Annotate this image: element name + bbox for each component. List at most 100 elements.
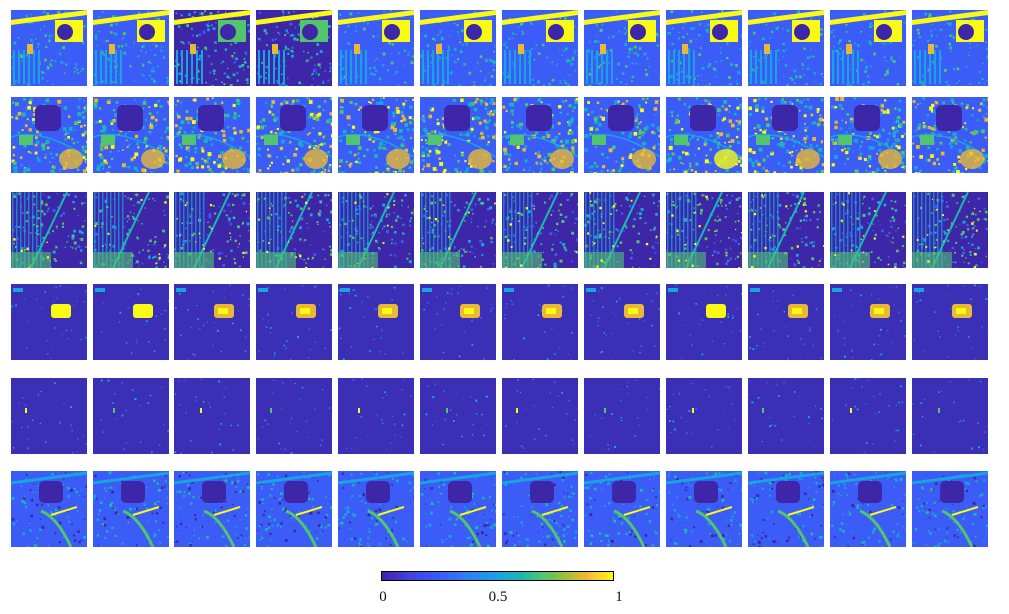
abundance-map-image (584, 10, 660, 86)
abundance-map-image (502, 284, 578, 360)
abundance-map-tile (256, 378, 332, 454)
abundance-map-tile (830, 471, 906, 547)
abundance-map-tile (256, 192, 332, 268)
abundance-map-tile (256, 97, 332, 173)
abundance-map-image (666, 97, 742, 173)
abundance-map-tile (912, 192, 988, 268)
abundance-map-image (666, 192, 742, 268)
colorbar (381, 571, 614, 581)
abundance-map-image (338, 192, 414, 268)
abundance-map-tile (174, 10, 250, 86)
abundance-map-tile (666, 10, 742, 86)
abundance-map-image (502, 10, 578, 86)
abundance-map-tile (830, 10, 906, 86)
abundance-map-image (666, 378, 742, 454)
abundance-map-image (338, 10, 414, 86)
abundance-map-image (11, 192, 87, 268)
abundance-map-tile (11, 97, 87, 173)
abundance-map-tile (912, 378, 988, 454)
abundance-map-tile (420, 284, 496, 360)
abundance-map-tile (256, 471, 332, 547)
abundance-map-tile (174, 378, 250, 454)
abundance-map-tile (256, 10, 332, 86)
abundance-map-tile (11, 10, 87, 86)
abundance-map-image (420, 378, 496, 454)
abundance-map-tile (666, 471, 742, 547)
abundance-map-tile (420, 378, 496, 454)
abundance-map-tile (11, 284, 87, 360)
abundance-map-image (11, 10, 87, 86)
abundance-map-image (420, 97, 496, 173)
abundance-map-image (666, 10, 742, 86)
abundance-map-tile (420, 192, 496, 268)
abundance-map-image (93, 378, 169, 454)
abundance-map-image (912, 192, 988, 268)
abundance-map-image (912, 10, 988, 86)
abundance-map-image (584, 471, 660, 547)
abundance-map-tile (502, 378, 578, 454)
abundance-map-tile (748, 471, 824, 547)
abundance-map-image (748, 97, 824, 173)
abundance-map-tile (748, 284, 824, 360)
abundance-map-image (748, 284, 824, 360)
abundance-map-tile (830, 284, 906, 360)
abundance-map-tile (93, 192, 169, 268)
abundance-map-image (256, 97, 332, 173)
abundance-map-image (256, 192, 332, 268)
abundance-map-image (93, 192, 169, 268)
abundance-map-tile (912, 471, 988, 547)
abundance-map-image (666, 284, 742, 360)
abundance-map-tile (584, 284, 660, 360)
abundance-map-image (420, 471, 496, 547)
abundance-map-tile (830, 192, 906, 268)
abundance-map-image (748, 471, 824, 547)
abundance-map-tile (912, 10, 988, 86)
abundance-map-tile (93, 378, 169, 454)
abundance-map-tile (748, 192, 824, 268)
abundance-map-image (502, 378, 578, 454)
abundance-map-image (420, 10, 496, 86)
abundance-map-tile (830, 378, 906, 454)
abundance-map-image (502, 471, 578, 547)
abundance-map-tile (502, 192, 578, 268)
abundance-map-tile (174, 284, 250, 360)
abundance-map-image (420, 192, 496, 268)
abundance-map-image (420, 284, 496, 360)
abundance-map-tile (584, 10, 660, 86)
abundance-map-tile (584, 192, 660, 268)
abundance-map-image (11, 97, 87, 173)
abundance-map-tile (502, 97, 578, 173)
abundance-map-tile (584, 378, 660, 454)
abundance-map-tile (584, 97, 660, 173)
abundance-map-image (256, 471, 332, 547)
abundance-map-tile (338, 10, 414, 86)
abundance-map-image (174, 471, 250, 547)
abundance-map-image (584, 97, 660, 173)
abundance-map-tile (912, 97, 988, 173)
abundance-map-tile (748, 10, 824, 86)
abundance-map-image (174, 378, 250, 454)
abundance-map-tile (830, 97, 906, 173)
abundance-map-tile (338, 378, 414, 454)
abundance-map-image (256, 284, 332, 360)
abundance-map-tile (338, 97, 414, 173)
abundance-map-image (338, 471, 414, 547)
abundance-map-image (256, 10, 332, 86)
abundance-map-image (584, 378, 660, 454)
abundance-map-tile (93, 471, 169, 547)
abundance-map-image (584, 192, 660, 268)
abundance-map-image (830, 192, 906, 268)
abundance-map-tile (338, 192, 414, 268)
abundance-map-image (912, 378, 988, 454)
abundance-map-image (11, 471, 87, 547)
abundance-map-tile (338, 284, 414, 360)
abundance-map-tile (666, 284, 742, 360)
abundance-map-tile (502, 284, 578, 360)
abundance-map-tile (912, 284, 988, 360)
abundance-map-image (666, 471, 742, 547)
abundance-map-tile (666, 97, 742, 173)
abundance-map-tile (420, 471, 496, 547)
abundance-map-tile (502, 471, 578, 547)
abundance-map-image (338, 97, 414, 173)
abundance-map-tile (11, 378, 87, 454)
